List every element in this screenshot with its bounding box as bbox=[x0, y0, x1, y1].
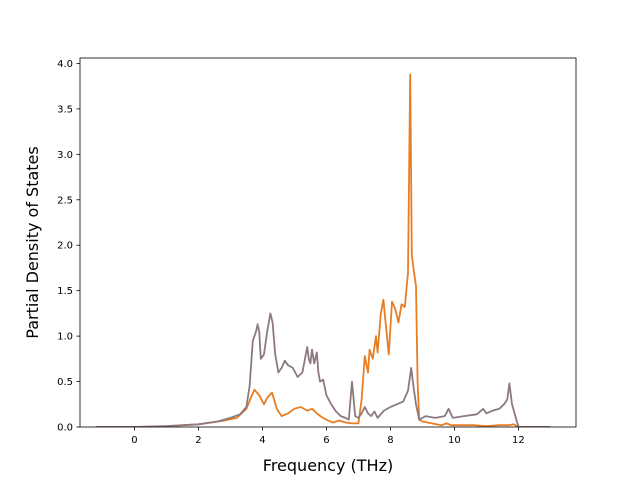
y-axis: 0.0 0.5 1.0 1.5 2.0 2.5 3.0 3.5 4.0 bbox=[57, 59, 80, 434]
series-line-1 bbox=[96, 73, 551, 427]
y-tick-label: 0.5 bbox=[57, 377, 73, 388]
series-layer bbox=[96, 73, 551, 427]
y-tick-label: 1.0 bbox=[57, 332, 73, 343]
axes-frame bbox=[79, 57, 577, 428]
y-tick-label: 3.5 bbox=[57, 104, 73, 115]
x-tick-label: 8 bbox=[387, 435, 393, 446]
x-tick-label: 12 bbox=[512, 435, 525, 446]
y-tick-label: 0.0 bbox=[57, 423, 73, 434]
y-tick-label: 2.0 bbox=[57, 241, 73, 252]
x-tick-label: 6 bbox=[323, 435, 329, 446]
x-tick-label: 4 bbox=[259, 435, 265, 446]
x-tick-label: 0 bbox=[131, 435, 137, 446]
series-line-2 bbox=[96, 312, 551, 427]
x-axis-label: Frequency (THz) bbox=[263, 456, 393, 475]
y-tick-label: 2.5 bbox=[57, 195, 73, 206]
y-tick-label: 3.0 bbox=[57, 150, 73, 161]
x-tick-label: 10 bbox=[448, 435, 461, 446]
y-tick-label: 4.0 bbox=[57, 59, 73, 70]
x-tick-label: 2 bbox=[195, 435, 201, 446]
x-axis: 0 2 4 6 8 10 12 bbox=[131, 427, 525, 446]
y-axis-label: Partial Density of States bbox=[23, 146, 42, 338]
y-tick-label: 1.5 bbox=[57, 286, 73, 297]
